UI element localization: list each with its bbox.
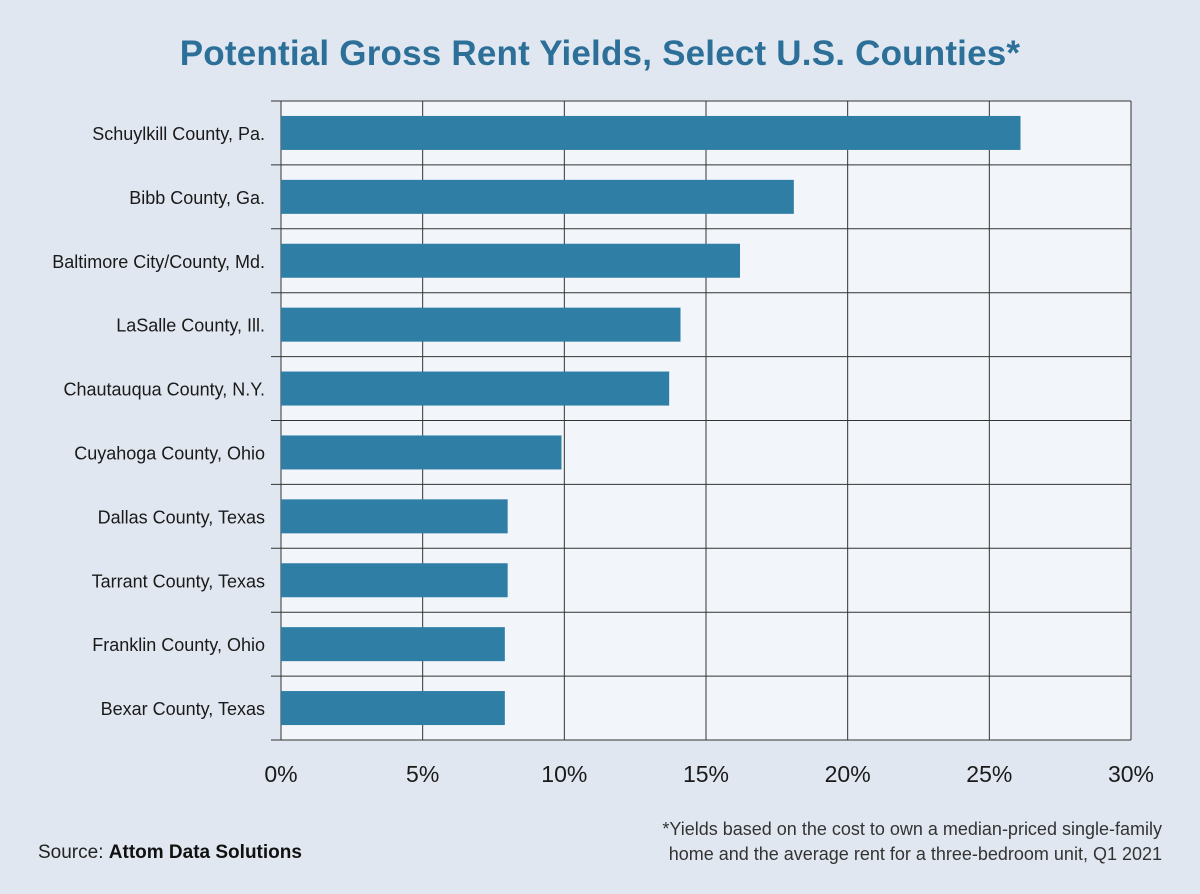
category-label-9: Bexar County, Texas [101, 699, 265, 719]
x-tick-label-2: 10% [541, 761, 587, 787]
x-tick-label-3: 15% [683, 761, 729, 787]
source-prefix: Source: [38, 842, 104, 863]
category-label-3: LaSalle County, Ill. [116, 316, 265, 336]
bar-9 [281, 691, 505, 726]
category-label-0: Schuylkill County, Pa. [92, 124, 265, 144]
bar-5 [281, 435, 562, 470]
bar-8 [281, 627, 505, 662]
bar-2 [281, 243, 740, 278]
category-label-8: Franklin County, Ohio [92, 635, 265, 655]
bar-6 [281, 499, 508, 534]
category-label-1: Bibb County, Ga. [129, 188, 265, 208]
bar-1 [281, 179, 794, 214]
x-tick-label-0: 0% [264, 761, 297, 787]
bar-0 [281, 115, 1021, 150]
x-tick-label-1: 5% [406, 761, 439, 787]
x-tick-label-5: 25% [966, 761, 1012, 787]
chart-title: Potential Gross Rent Yields, Select U.S.… [179, 34, 1021, 73]
source-name: Attom Data Solutions [108, 842, 302, 863]
category-label-7: Tarrant County, Texas [92, 571, 265, 591]
x-tick-label-4: 20% [825, 761, 871, 787]
category-label-5: Cuyahoga County, Ohio [74, 443, 265, 463]
category-label-6: Dallas County, Texas [98, 507, 265, 527]
source-note: Source: Attom Data Solutions [38, 842, 302, 864]
category-label-4: Chautauqua County, N.Y. [64, 380, 265, 400]
category-label-2: Baltimore City/County, Md. [52, 252, 265, 272]
footnote-line-1: *Yields based on the cost to own a media… [662, 819, 1162, 839]
footnote-line-2: home and the average rent for a three-be… [668, 844, 1162, 864]
bar-7 [281, 563, 508, 598]
bar-3 [281, 307, 681, 342]
x-tick-label-6: 30% [1108, 761, 1154, 787]
footnote: *Yields based on the cost to own a media… [542, 817, 1162, 867]
bar-4 [281, 371, 670, 406]
